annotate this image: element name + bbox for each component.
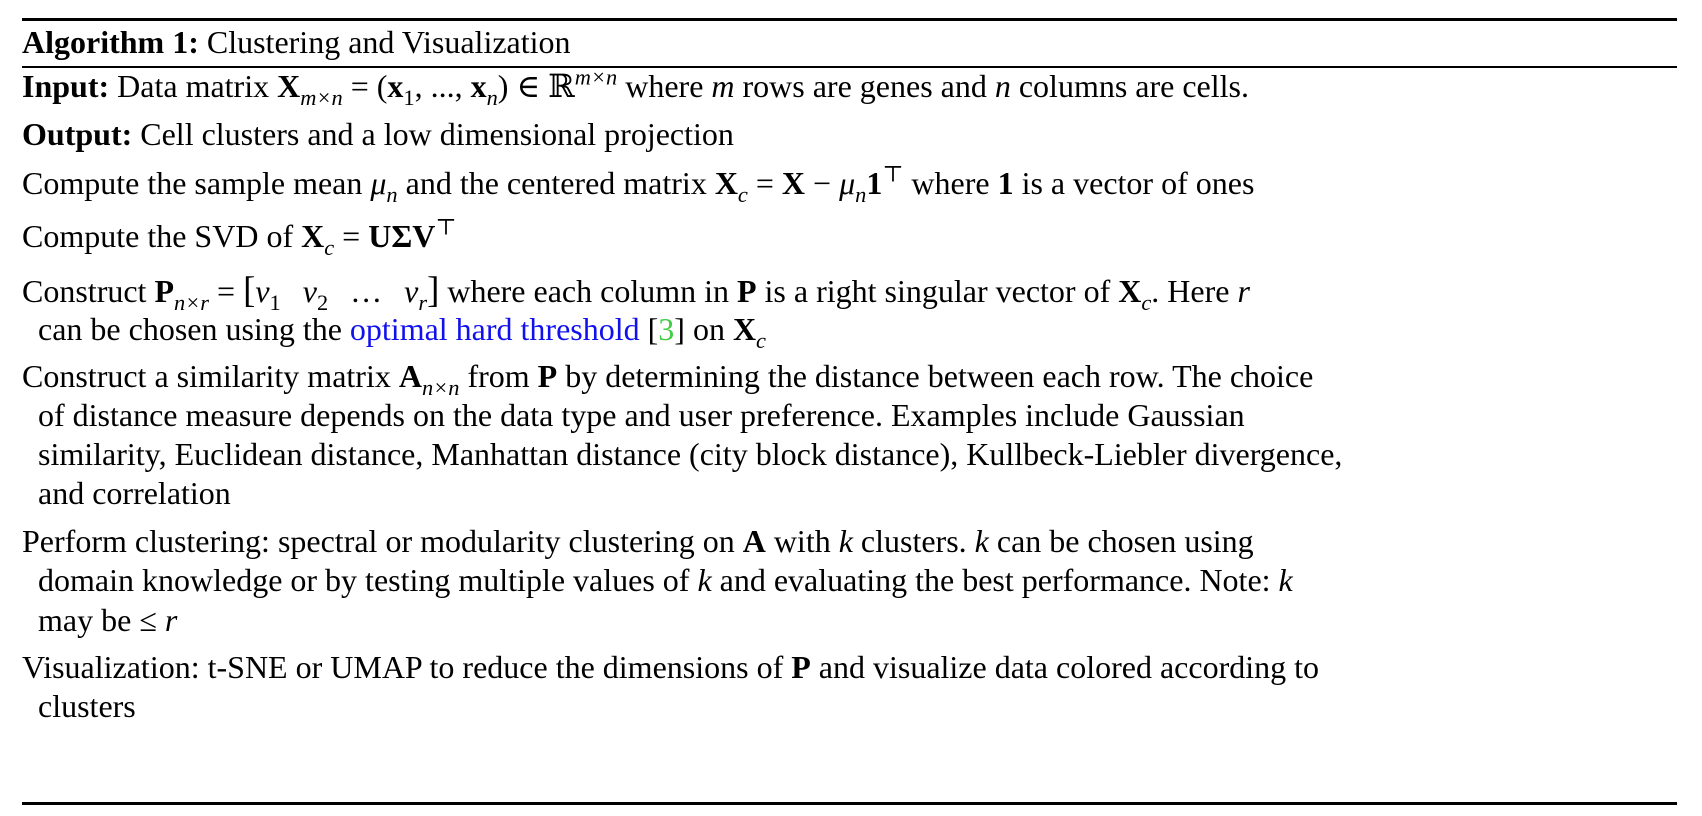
input-cols-text: columns are cells. (1018, 68, 1249, 104)
step-construct-a-post: by determining the distance between each… (565, 358, 1314, 394)
step-construct-p-on: on (692, 311, 725, 347)
step-clustering-with: with (773, 523, 831, 559)
ones-vector-symbol: 1 (997, 165, 1014, 201)
mu-n-symbol: μn (370, 165, 398, 207)
a-matrix-symbol: An×n (398, 358, 460, 400)
r-var-2: r (164, 602, 178, 638)
step-construct-a-line3: similarity, Euclidean distance, Manhatta… (38, 436, 1343, 472)
step-construct-a-from: from (467, 358, 530, 394)
algorithm-label: Algorithm 1: (22, 24, 199, 60)
p-symbol-2: P (537, 358, 558, 394)
svd-formula: Xc = UΣV⊤ (301, 214, 457, 260)
step-clustering-line2-post: and evaluating the best performance. Not… (719, 562, 1271, 598)
input-line: Input: Data matrix Xm×n = (x1, ..., xn) … (22, 64, 1249, 110)
p-matrix-formula: Pn×r = [v1 v2… vr] (154, 269, 440, 315)
optimal-hard-threshold-link[interactable]: optimal hard threshold (349, 311, 640, 347)
step-construct-p-mid: where each column in (447, 273, 729, 309)
step-svd: Compute the SVD of Xc = UΣV⊤ (22, 214, 457, 260)
input-text-pre: Data matrix (117, 68, 270, 104)
a-symbol: A (742, 523, 766, 559)
xc-symbol-2: Xc (732, 311, 766, 353)
step-construct-p-mid2: is a right singular vector of (764, 273, 1111, 309)
input-text-post: where (625, 68, 704, 104)
step-construct-a-line2: of distance measure depends on the data … (38, 397, 1245, 433)
step-clustering-line3-pre: may be ≤ (38, 602, 157, 638)
citation-number[interactable]: 3 (658, 311, 675, 347)
input-n-var: n (994, 68, 1011, 104)
input-label: Input: (22, 68, 110, 104)
step-visualization-pre: Visualization: t-SNE or UMAP to reduce t… (22, 649, 784, 685)
output-line: Output: Cell clusters and a low dimensio… (22, 114, 734, 154)
step-construct-a-line1: Construct a similarity matrix An×n from … (22, 356, 1314, 400)
algorithm-header: Algorithm 1: Clustering and Visualizatio… (22, 22, 571, 62)
step-mean: Compute the sample mean μn and the cente… (22, 161, 1255, 207)
input-formula: Xm×n = (x1, ..., xn) ∈ ℝm×n (277, 64, 618, 110)
step-construct-a-line4: and correlation (38, 475, 231, 511)
step-svd-pre: Compute the SVD of (22, 218, 294, 254)
input-m-var: m (711, 68, 735, 104)
k-var-2: k (974, 523, 989, 559)
step-construct-a-pre: Construct a similarity matrix (22, 358, 391, 394)
step-clustering-line2-pre: domain knowledge or by testing multiple … (38, 562, 690, 598)
step-mean-where: where (911, 165, 990, 201)
k-var: k (838, 523, 853, 559)
step-visualization-post: and visualize data colored according to (818, 649, 1319, 685)
step-clustering-line3: may be ≤ r (38, 600, 177, 640)
step-construct-p-pre: Construct (22, 273, 147, 309)
r-var: r (1237, 273, 1250, 309)
citation[interactable]: [3] (647, 311, 685, 347)
step-mean-pre: Compute the sample mean (22, 165, 363, 201)
k-var-4: k (1278, 562, 1293, 598)
step-construct-p-line2: can be chosen using the optimal hard thr… (38, 309, 766, 353)
step-clustering-line2: domain knowledge or by testing multiple … (38, 560, 1293, 600)
step-mean-mid: and the centered matrix (405, 165, 707, 201)
step-construct-p-here: . Here (1151, 273, 1230, 309)
algorithm-title: Clustering and Visualization (206, 24, 571, 60)
step-visualization-line2: clusters (38, 688, 136, 724)
step-clustering-post: can be chosen using (996, 523, 1254, 559)
output-text: Cell clusters and a low dimensional proj… (140, 116, 734, 152)
header-rule (22, 66, 1677, 68)
output-label: Output: (22, 116, 133, 152)
p-symbol: P (736, 273, 757, 309)
centered-formula: Xc = X − μn1⊤ (714, 161, 904, 207)
step-visualization-line1: Visualization: t-SNE or UMAP to reduce t… (22, 647, 1319, 687)
top-rule (22, 18, 1677, 21)
xc-symbol: Xc (1118, 273, 1152, 315)
step-clustering-mid: clusters. (860, 523, 967, 559)
bottom-rule (22, 802, 1677, 805)
step-clustering-pre: Perform clustering: spectral or modulari… (22, 523, 735, 559)
step-clustering-line1: Perform clustering: spectral or modulari… (22, 521, 1254, 561)
p-symbol-3: P (791, 649, 811, 685)
k-var-3: k (697, 562, 712, 598)
step-mean-post: is a vector of ones (1021, 165, 1255, 201)
step-construct-p-line1: Construct Pn×r = [v1 v2… vr] where each co… (22, 269, 1250, 315)
step-construct-p-line2-pre: can be chosen using the (38, 311, 342, 347)
input-rows-text: rows are genes and (742, 68, 987, 104)
